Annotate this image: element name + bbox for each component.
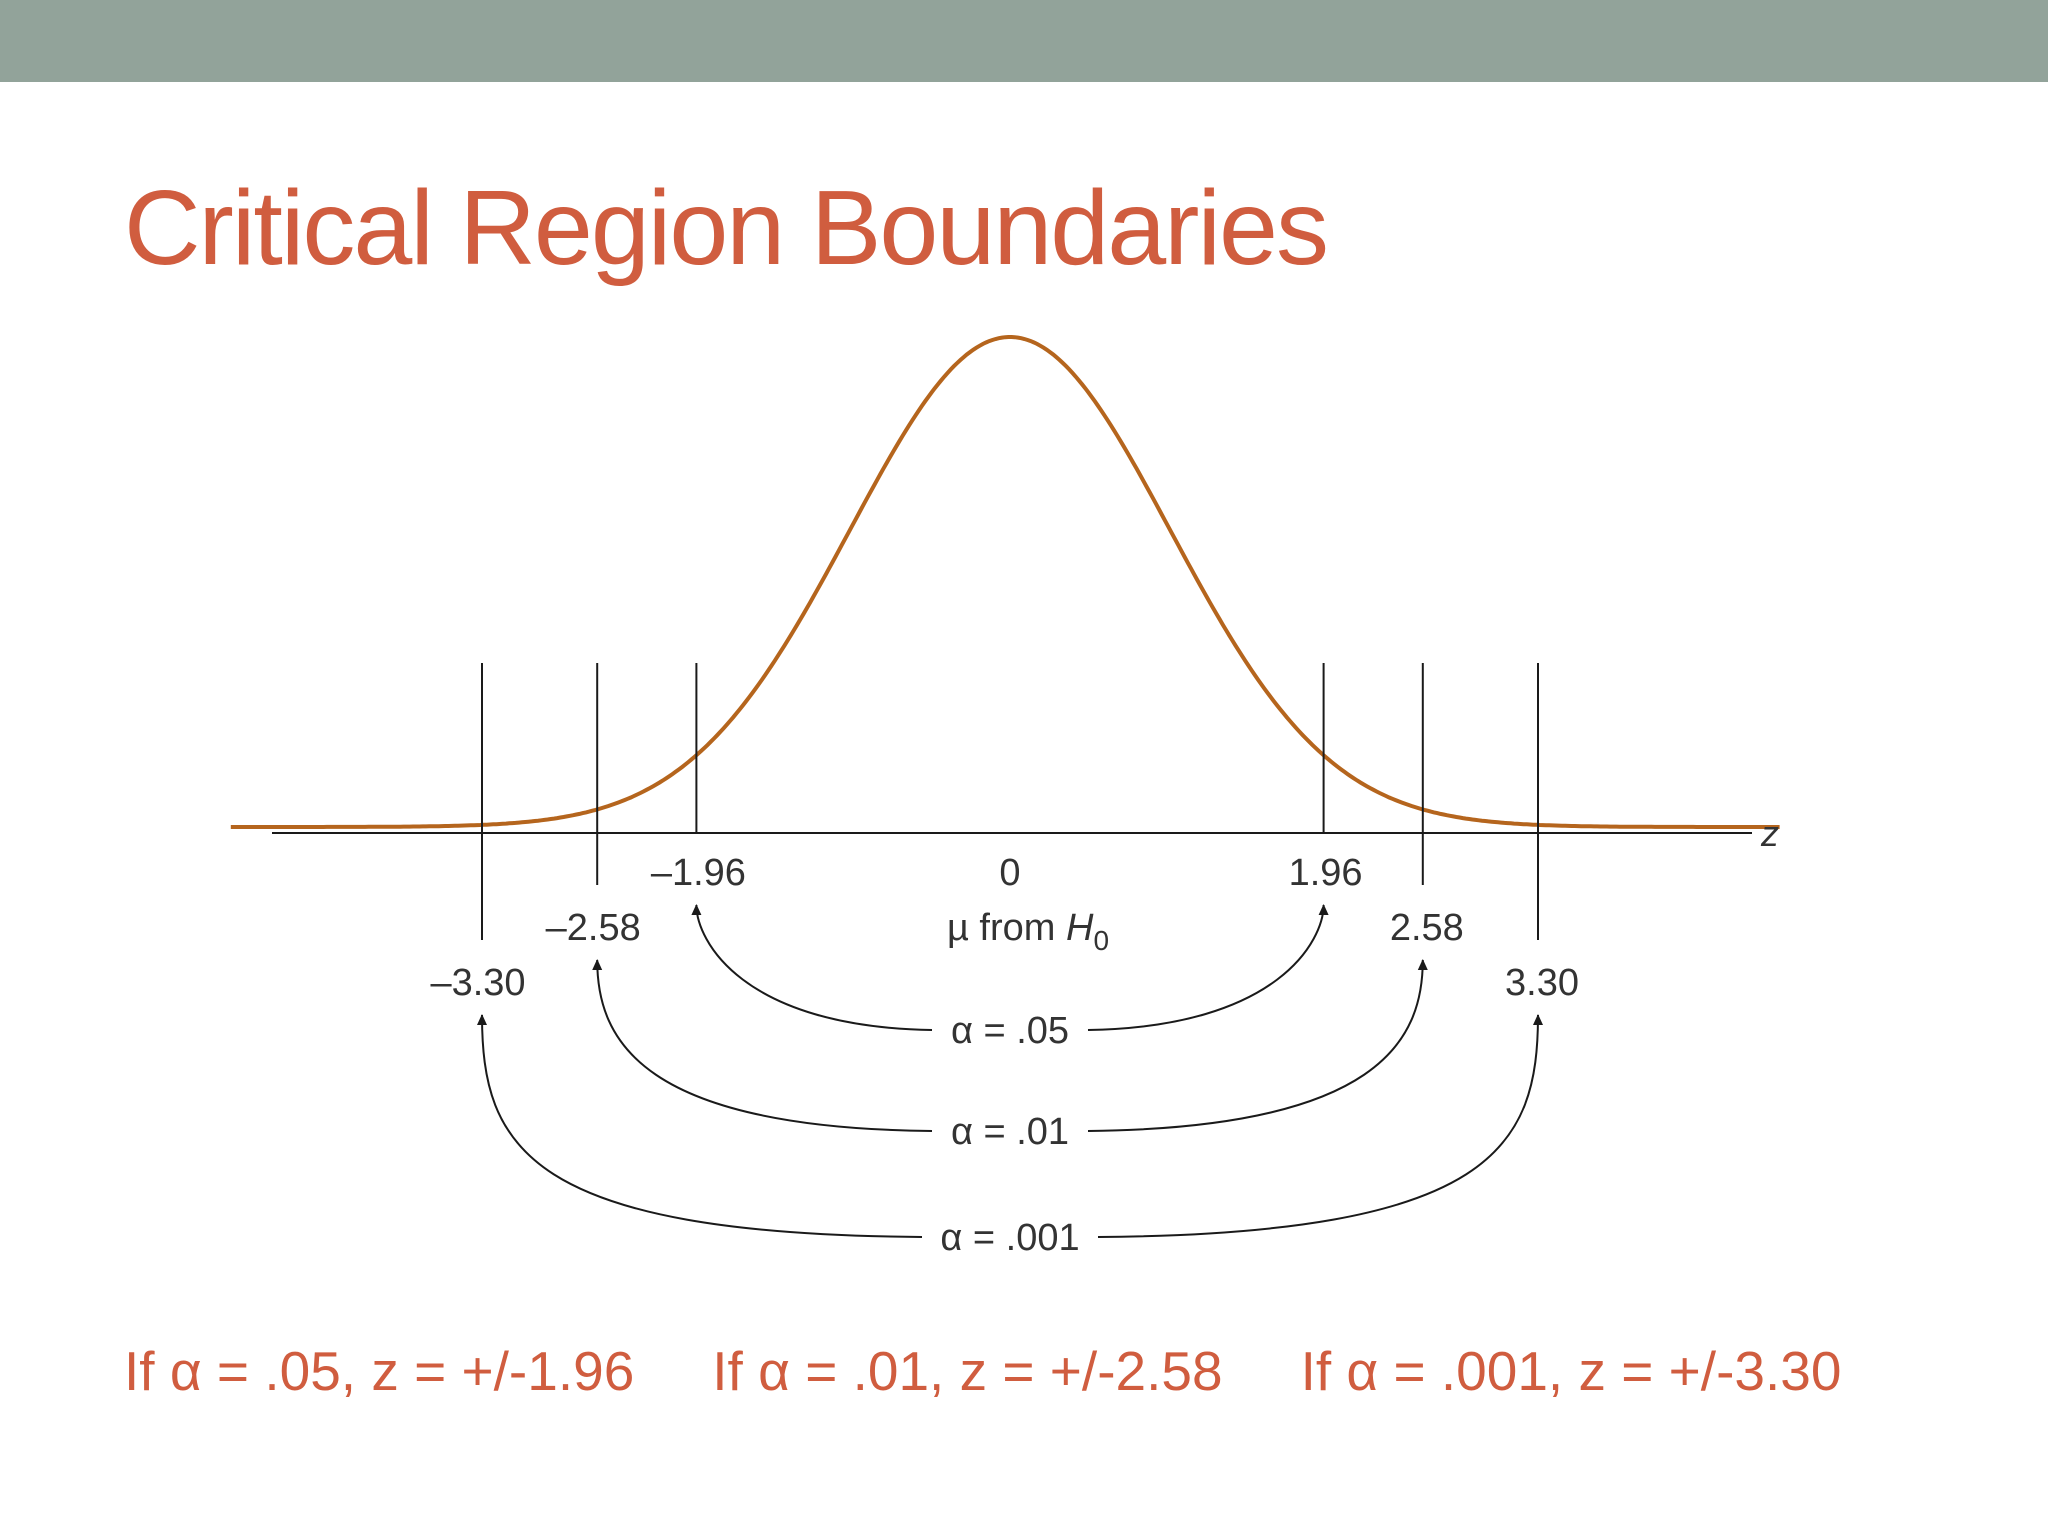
arrow-right-.05 <box>1087 904 1329 1031</box>
boundary-label-left-.001: –3.30 <box>430 962 525 1004</box>
footer-notes: If α = .05, z = +/-1.96 If α = .01, z = … <box>124 1338 1924 1404</box>
normal-curve <box>230 335 1780 829</box>
alpha-label-.001: α = .001 <box>940 1217 1079 1259</box>
alpha-label-.01: α = .01 <box>951 1111 1069 1153</box>
note-alpha-001: If α = .001, z = +/-3.30 <box>1300 1340 1842 1402</box>
boundary-label-right-.001: 3.30 <box>1505 962 1579 1004</box>
mu-label-prefix: µ from <box>947 907 1066 949</box>
mu-from-h0-label: µ from H0 <box>947 907 1109 956</box>
center-tick-label: 0 <box>999 852 1020 894</box>
boundary-label-right-.01: 2.58 <box>1390 907 1464 949</box>
top-banner <box>0 0 2048 82</box>
boundary-label-right-.05: 1.96 <box>1289 852 1363 894</box>
note-alpha-01: If α = .01, z = +/-2.58 <box>712 1340 1223 1402</box>
critical-boundaries: –1.96 1.96 α = .05 –2.58 2.58 α = .01 –3.30 3.3… <box>430 663 1579 1259</box>
arrow-right-.01 <box>1087 959 1428 1132</box>
slide-title: Critical Region Boundaries <box>124 169 1329 287</box>
note-alpha-05: If α = .05, z = +/-1.96 <box>124 1340 635 1402</box>
z-axis-label: z <box>1760 813 1779 854</box>
boundary-label-left-.05: –1.96 <box>651 852 746 894</box>
arrow-left-.05 <box>691 904 933 1031</box>
mu-label-variable: H <box>1066 907 1094 949</box>
mu-label-subscript: 0 <box>1093 925 1109 956</box>
arrow-right-.001 <box>1097 1014 1543 1238</box>
alpha-label-.05: α = .05 <box>951 1010 1069 1052</box>
boundary-label-left-.01: –2.58 <box>546 907 641 949</box>
arrow-left-.001 <box>477 1014 923 1238</box>
arrow-left-.01 <box>592 959 933 1132</box>
